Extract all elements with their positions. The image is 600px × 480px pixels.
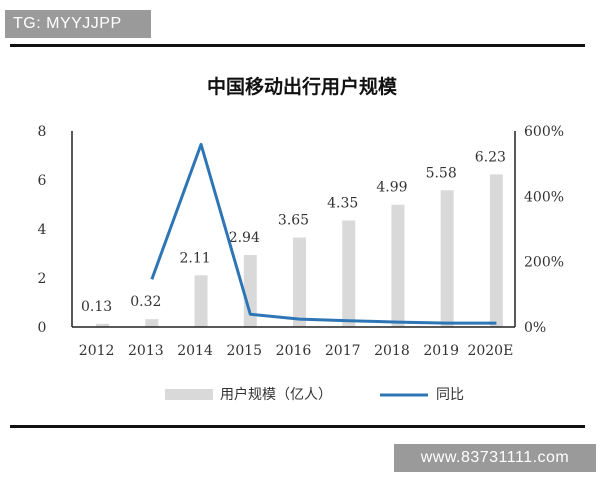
y-right-tick-label: 200% bbox=[524, 255, 564, 271]
bar-value-label: 0.32 bbox=[130, 294, 161, 310]
x-tick-label: 2012 bbox=[79, 343, 115, 359]
legend: 用户规模（亿人） 同比 bbox=[165, 386, 464, 403]
x-tick-label: 2017 bbox=[325, 343, 361, 359]
growth-line bbox=[150, 142, 497, 325]
bar-2012 bbox=[96, 323, 110, 327]
top-rule bbox=[10, 44, 585, 47]
bar-value-label: 2.11 bbox=[179, 250, 210, 266]
x-tick-label: 2014 bbox=[177, 343, 213, 359]
x-tick-label: 2016 bbox=[276, 343, 312, 359]
x-tick-label: 2018 bbox=[374, 343, 410, 359]
legend-bar-label: 用户规模（亿人） bbox=[220, 386, 332, 403]
y-left-tick-label: 2 bbox=[38, 271, 47, 287]
bar-2019 bbox=[440, 190, 454, 327]
bar-2017 bbox=[342, 220, 356, 327]
bars-group bbox=[96, 174, 503, 327]
y-left-ticks: 0 2 4 6 8 bbox=[38, 124, 47, 336]
bar-value-label: 4.99 bbox=[376, 180, 407, 196]
y-right-ticks: 0% 200% 400% 600% bbox=[524, 124, 564, 336]
bar-labels-group: 0.13 0.32 2.11 2.94 3.65 4.35 4.99 5.58 6.23 bbox=[81, 149, 506, 314]
legend-bar-swatch bbox=[165, 389, 213, 400]
x-tick-label: 2015 bbox=[226, 343, 262, 359]
x-tick-label: 2013 bbox=[128, 343, 164, 359]
bar-2014 bbox=[194, 275, 208, 327]
watermark-bottom: www.83731111.com bbox=[394, 444, 596, 472]
y-right-tick-label: 0% bbox=[524, 320, 546, 336]
bar-2013 bbox=[145, 319, 159, 327]
x-tick-label: 2019 bbox=[423, 343, 459, 359]
bar-2016 bbox=[293, 237, 306, 327]
bottom-rule bbox=[10, 425, 585, 428]
y-right-tick-label: 600% bbox=[524, 124, 564, 140]
bar-value-label: 2.94 bbox=[229, 230, 260, 246]
bar-2020E bbox=[489, 174, 503, 327]
bar-value-label: 3.65 bbox=[278, 213, 309, 229]
bar-value-label: 4.35 bbox=[327, 195, 358, 211]
y-left-tick-label: 0 bbox=[38, 320, 47, 336]
watermark-top: TG: MYYJJPP bbox=[5, 10, 151, 38]
y-left-tick-label: 8 bbox=[38, 124, 47, 140]
chart-title: 中国移动出行用户规模 bbox=[207, 75, 398, 98]
bar-value-label: 0.13 bbox=[81, 299, 112, 315]
y-left-tick-label: 4 bbox=[38, 222, 47, 238]
bar-value-label: 5.58 bbox=[426, 165, 457, 181]
x-ticks: 2012 2013 2014 2015 2016 2017 2018 2019 2020E bbox=[79, 343, 514, 359]
y-left-tick-label: 6 bbox=[38, 173, 47, 189]
bar-2015 bbox=[243, 254, 257, 327]
x-tick-label: 2020E bbox=[467, 343, 513, 359]
bar-2018 bbox=[391, 204, 405, 327]
legend-line-label: 同比 bbox=[436, 387, 464, 403]
bar-value-label: 6.23 bbox=[475, 149, 506, 165]
y-right-tick-label: 400% bbox=[524, 189, 564, 205]
